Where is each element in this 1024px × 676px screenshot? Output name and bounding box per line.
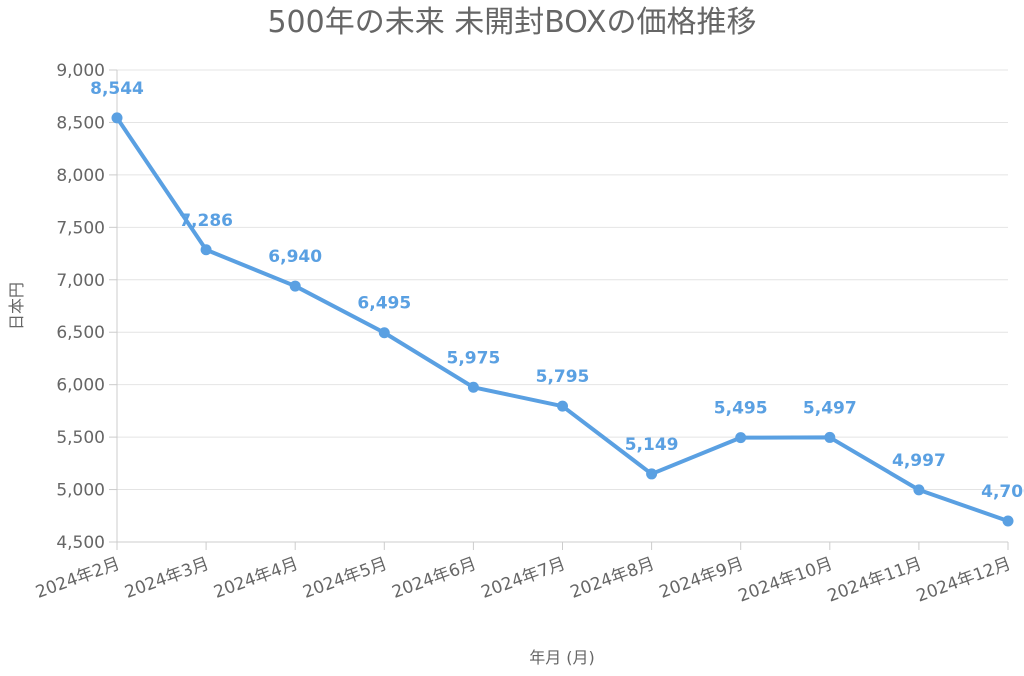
data-label: 5,149 <box>625 435 679 455</box>
data-point <box>646 468 658 480</box>
x-tick-label: 2024年8月 <box>568 554 658 603</box>
axes <box>116 70 1008 543</box>
data-point <box>200 244 212 256</box>
x-tick-label: 2024年11月 <box>825 554 925 607</box>
data-label: 5,495 <box>714 399 768 419</box>
data-point <box>378 327 390 339</box>
x-tick-label: 2024年3月 <box>122 554 212 603</box>
x-axis-title: 年月 (月) <box>529 648 595 667</box>
y-tick-label: 6,500 <box>56 323 105 343</box>
data-point <box>1002 515 1014 527</box>
y-tick-label: 8,000 <box>56 166 105 186</box>
data-point <box>467 381 479 393</box>
x-tick-label: 2024年7月 <box>479 554 569 603</box>
x-tick-labels: 2024年2月 2024年3月 2024年4月 2024年5月 2024年6月 2024年… <box>33 554 1014 607</box>
data-label: 4,700 <box>981 482 1024 502</box>
x-tick-label: 2024年9月 <box>657 554 747 603</box>
data-point <box>913 484 925 496</box>
x-tick-label: 2024年5月 <box>300 554 390 603</box>
grid-lines <box>109 69 1009 550</box>
x-tick-label: 2024年12月 <box>914 554 1014 607</box>
series-line <box>115 115 1010 524</box>
data-label: 5,975 <box>447 348 501 368</box>
y-tick-label: 5,500 <box>56 428 105 448</box>
data-label: 6,495 <box>357 294 411 314</box>
y-tick-label: 5,000 <box>56 481 105 501</box>
data-labels: 8,544 7,286 6,940 6,495 5,975 5,795 5,149 5,495… <box>90 79 1024 502</box>
y-tick-label: 6,000 <box>56 376 105 396</box>
y-tick-label: 8,500 <box>56 113 105 133</box>
x-tick-label: 2024年6月 <box>389 554 479 603</box>
y-tick-label: 4,500 <box>56 533 105 553</box>
data-point <box>735 432 747 444</box>
data-label: 5,795 <box>536 367 590 387</box>
data-point <box>111 112 123 124</box>
data-point <box>289 280 301 292</box>
data-label: 7,286 <box>179 211 233 231</box>
data-label: 6,940 <box>268 247 322 267</box>
x-tick-label: 2024年10月 <box>736 554 836 607</box>
series-layer <box>111 112 1014 527</box>
y-tick-labels: 4,500 5,000 5,500 6,000 6,500 7,000 7,500 8,000… <box>56 61 105 553</box>
y-tick-label: 7,500 <box>56 218 105 238</box>
x-tick-label: 2024年4月 <box>211 554 301 603</box>
y-tick-label: 9,000 <box>56 61 105 81</box>
y-tick-label: 7,000 <box>56 271 105 291</box>
x-tick-label: 2024年2月 <box>33 554 123 603</box>
chart-title: 500年の未来 未開封BOXの価格推移 <box>267 5 756 40</box>
data-label: 5,497 <box>803 398 857 418</box>
data-label: 4,997 <box>892 451 946 471</box>
y-axis-title: 日本円 <box>7 282 26 330</box>
data-label: 8,544 <box>90 79 144 99</box>
data-point <box>557 400 568 412</box>
data-point <box>824 431 836 443</box>
